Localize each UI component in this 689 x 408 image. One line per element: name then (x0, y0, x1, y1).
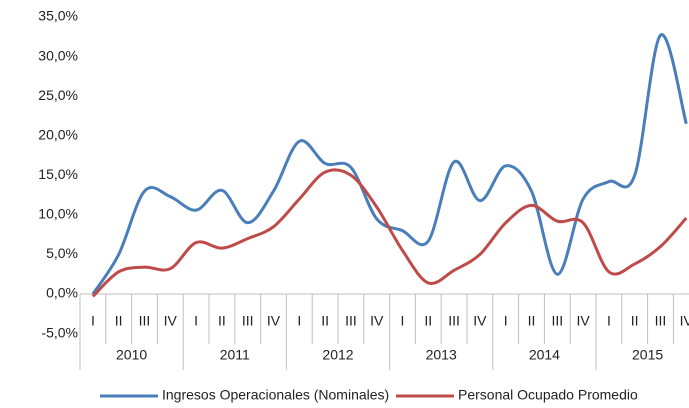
year-label: 2013 (426, 347, 457, 363)
series-line (91, 168, 688, 298)
x-tick-label: IV (267, 313, 281, 329)
y-tick-label: -5,0% (41, 324, 78, 340)
y-tick-label: 15,0% (38, 166, 78, 182)
y-tick-label: 5,0% (46, 245, 78, 261)
x-tick-label: I (91, 313, 95, 329)
x-tick-label: IV (164, 313, 178, 329)
x-tick-label: III (655, 313, 667, 329)
x-tick-label: I (504, 313, 508, 329)
legend-label: Personal Ocupado Promedio (458, 387, 638, 403)
y-tick-label: 30,0% (38, 47, 78, 63)
year-label: 2011 (220, 347, 250, 363)
x-tick-label: III (345, 313, 357, 329)
x-tick-label: I (401, 313, 405, 329)
x-tick-label: I (194, 313, 198, 329)
x-tick-label: IV (370, 313, 384, 329)
x-tick-label: II (218, 313, 226, 329)
x-tick-label: I (297, 313, 301, 329)
x-tick-label: III (242, 313, 254, 329)
y-tick-label: 35,0% (38, 8, 78, 24)
x-tick-label: II (528, 313, 536, 329)
series-line (91, 33, 688, 295)
year-label: 2010 (116, 347, 147, 363)
x-tick-label: IV (680, 313, 689, 329)
year-label: 2014 (529, 347, 560, 363)
x-tick-label: II (631, 313, 639, 329)
year-label: 2015 (632, 347, 663, 363)
x-tick-label: III (551, 313, 563, 329)
x-tick-label: II (424, 313, 432, 329)
y-tick-label: 10,0% (38, 206, 78, 222)
y-tick-label: 20,0% (38, 126, 78, 142)
x-tick-label: I (607, 313, 611, 329)
x-tick-label: II (321, 313, 329, 329)
x-tick-label: III (448, 313, 460, 329)
y-tick-label: 0,0% (46, 285, 78, 301)
x-tick-label: IV (576, 313, 590, 329)
x-tick-label: IV (473, 313, 487, 329)
year-label: 2012 (322, 347, 353, 363)
y-tick-label: 25,0% (38, 87, 78, 103)
x-tick-label: II (115, 313, 123, 329)
x-tick-label: III (139, 313, 151, 329)
legend-label: Ingresos Operacionales (Nominales) (162, 387, 389, 403)
